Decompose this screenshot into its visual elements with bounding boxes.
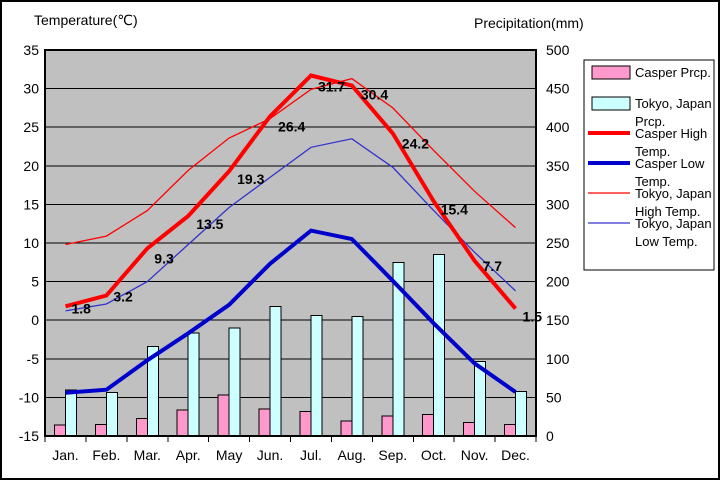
month-label: Jul. [300,447,322,463]
casper-prcp-bar [135,418,148,437]
tokyo-prcp-bar [64,389,77,437]
tokyo-prcp-bar [433,254,446,437]
legend-label-tokyo-prcp: Prcp. [635,114,665,129]
casper-high-value-label: 1.8 [71,300,91,316]
casper-high-line [64,73,518,310]
casper-high-value-label: 31.7 [318,78,345,94]
month-label: Oct. [421,447,447,463]
casper-high-value-label: 7.7 [483,258,503,274]
temp-axis-label: -10 [19,389,39,405]
casper-prcp-bar [176,409,189,437]
month-label: Feb. [92,447,120,463]
tokyo-prcp-bar [515,390,528,437]
precip-axis-label: 250 [546,235,570,251]
temp-axis-label: 20 [23,158,39,174]
month-label: Mar. [134,447,161,463]
casper-low-line [65,228,517,395]
month-label: May [216,447,242,463]
temp-axis-label: -5 [27,351,40,367]
legend-label-tokyo-high: Tokyo, Japan [635,186,712,201]
tokyo-prcp-bar [105,391,118,437]
tokyo-low-line [65,138,516,312]
legend-label-casper-low: Temp. [635,174,670,189]
tokyo-prcp-bar [187,332,200,437]
legend-label-casper-high: Casper High [635,126,707,141]
casper-prcp-bar [53,424,66,437]
temp-axis-label: 35 [23,42,39,58]
casper-prcp-bar [340,420,353,437]
legend-label-tokyo-prcp: Tokyo, Japan [635,96,712,111]
legend-swatch-casper-prcp [591,65,631,80]
precip-axis-label: 0 [546,428,554,444]
temp-axis-label: -15 [19,428,39,444]
legend-swatch-tokyo-prcp [591,96,631,111]
casper-high-value-label: 24.2 [402,135,429,151]
casper-high-value-label: 3.2 [113,288,133,304]
tokyo-prcp-bar [351,316,364,437]
precip-axis-label: 300 [546,196,570,212]
precip-axis-label: 150 [546,312,570,328]
month-label: Apr. [176,447,201,463]
casper-prcp-bar [94,424,107,437]
temp-axis-label: 25 [23,119,39,135]
tokyo-high-line [65,77,516,246]
legend-label-casper-high: Temp. [635,144,670,159]
casper-prcp-bar [504,424,517,437]
casper-prcp-bar [258,408,271,437]
plot-border [44,49,537,437]
legend-label-casper-prcp: Casper Prcp. [635,65,711,80]
month-label: Sep. [378,447,407,463]
casper-high-value-label: 1.5 [523,309,543,325]
temp-axis-label: 0 [31,312,39,328]
precip-axis-label: 50 [546,389,562,405]
casper-high-value-label: 30.4 [361,87,388,103]
precip-axis-label: 100 [546,351,570,367]
casper-prcp-bar [422,414,435,437]
legend-label-tokyo-low: Tokyo, Japan [635,216,712,231]
temperature-axis-title: Temperature(℃) [34,12,138,28]
precip-axis-label: 350 [546,158,570,174]
legend-label-casper-low: Casper Low [635,156,705,171]
tokyo-prcp-bar [474,361,487,437]
casper-prcp-bar [299,410,312,437]
temp-axis-label: 15 [23,196,39,212]
casper-prcp-bar [463,421,476,437]
month-label: Aug. [337,447,366,463]
casper-prcp-bar [381,415,394,437]
tokyo-prcp-bar [310,314,323,437]
precip-axis-label: 400 [546,119,570,135]
month-label: Jan. [52,447,78,463]
month-label: Jun. [257,447,283,463]
casper-prcp-bar [217,394,230,437]
legend-label-tokyo-high: High Temp. [635,204,701,219]
casper-high-value-label: 26.4 [278,118,305,134]
month-label: Dec. [501,447,530,463]
precip-axis-label: 500 [546,42,570,58]
casper-high-value-label: 19.3 [237,171,264,187]
tokyo-prcp-bar [228,327,241,437]
legend-label-tokyo-low: Low Temp. [635,234,698,249]
month-label: Nov. [461,447,489,463]
temp-axis-label: 30 [23,81,39,97]
casper-high-value-label: 13.5 [196,216,223,232]
casper-high-value-label: 15.4 [441,201,468,217]
temp-axis-label: 10 [23,235,39,251]
precip-axis-label: 450 [546,81,570,97]
precipitation-axis-title: Precipitation(mm) [474,15,584,31]
temp-axis-label: 5 [31,274,39,290]
casper-high-value-label: 9.3 [154,250,174,266]
precip-axis-label: 200 [546,274,570,290]
tokyo-prcp-bar [269,305,282,437]
